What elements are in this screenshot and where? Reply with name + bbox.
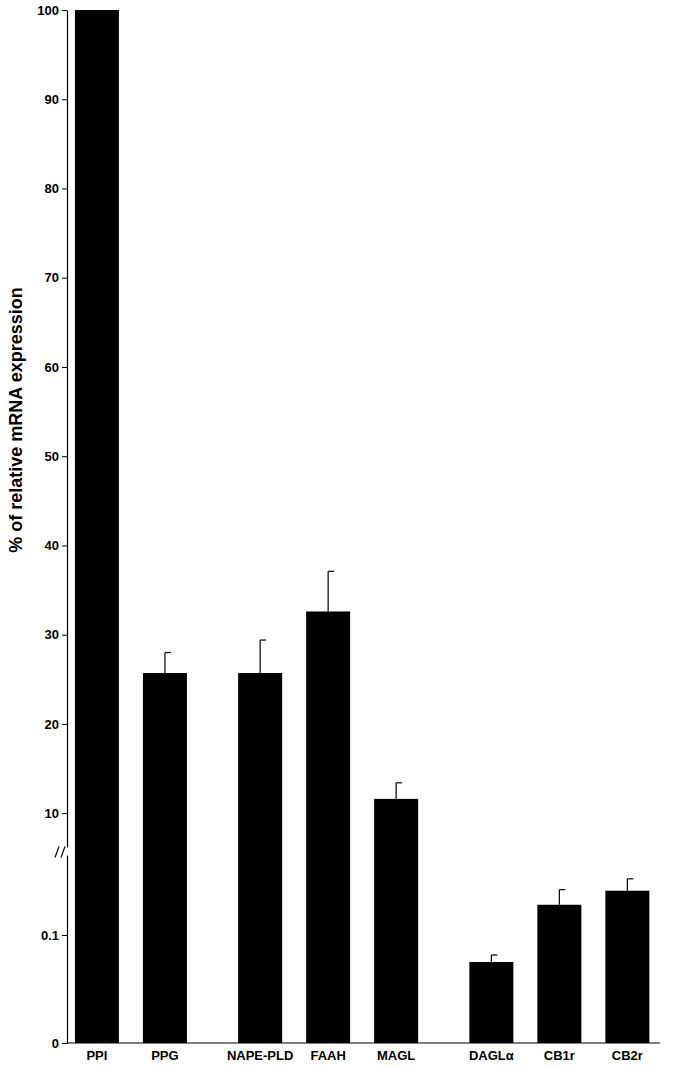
tick-mark xyxy=(62,278,67,279)
bar xyxy=(75,10,119,1043)
tick-mark xyxy=(62,935,67,936)
tick: 40 xyxy=(45,538,67,553)
tick-mark xyxy=(62,545,67,546)
tick: 0.1 xyxy=(41,928,67,943)
plot-area xyxy=(75,10,649,1043)
y-axis: 0 0.1 10 20 30 40 50 60 70 80 90 100 xyxy=(37,3,67,1051)
bar xyxy=(374,799,418,1043)
bar xyxy=(306,611,350,1043)
error-cap xyxy=(559,889,565,890)
error-cap xyxy=(491,954,497,955)
tick-label: 0 xyxy=(52,1036,59,1051)
error-bars xyxy=(97,10,633,962)
error-bar xyxy=(260,640,266,673)
tick-label: 10 xyxy=(45,806,59,821)
tick-label: 60 xyxy=(45,360,59,375)
tick: 20 xyxy=(45,717,67,732)
axis-line xyxy=(67,11,68,1044)
tick: 50 xyxy=(45,449,67,464)
tick-mark xyxy=(62,724,67,725)
tick: 100 xyxy=(37,3,67,18)
error-bar xyxy=(396,783,402,799)
error-cap xyxy=(260,639,266,640)
tick-label: 0.1 xyxy=(41,928,59,943)
tick-label: PPG xyxy=(151,1048,178,1063)
error-cap xyxy=(396,782,402,783)
error-cap xyxy=(627,878,633,879)
tick-mark xyxy=(62,367,67,368)
axis-line xyxy=(67,1042,660,1043)
tick: 80 xyxy=(45,181,67,196)
tick-label: CB2r xyxy=(612,1048,643,1063)
tick: 30 xyxy=(45,627,67,642)
tick-label: 80 xyxy=(45,181,59,196)
error-bar xyxy=(328,571,334,611)
tick-mark xyxy=(62,813,67,814)
error-bar xyxy=(491,955,497,962)
bar xyxy=(605,891,649,1043)
tick-mark xyxy=(62,10,67,11)
error-bar xyxy=(627,879,633,891)
error-stem xyxy=(164,653,165,674)
tick-label: 50 xyxy=(45,449,59,464)
y-axis-title: % of relative mRNA expression xyxy=(6,287,26,552)
error-bar xyxy=(559,890,565,905)
tick-label: CB1r xyxy=(544,1048,575,1063)
tick-label: DAGLα xyxy=(469,1048,514,1063)
tick-mark xyxy=(62,99,67,100)
tick: 10 xyxy=(45,806,67,821)
tick-label: PPI xyxy=(86,1048,107,1063)
error-stem xyxy=(396,783,397,799)
tick-label: 20 xyxy=(45,717,59,732)
tick-mark xyxy=(62,1043,67,1044)
error-bar xyxy=(165,653,171,674)
tick-label: MAGL xyxy=(377,1048,415,1063)
bar xyxy=(537,905,581,1043)
error-stem xyxy=(627,879,628,891)
tick: 90 xyxy=(45,92,67,107)
axis-break xyxy=(55,847,71,858)
bar xyxy=(238,673,282,1043)
tick-label: 30 xyxy=(45,627,59,642)
tick-label: FAAH xyxy=(310,1048,345,1063)
error-stem xyxy=(260,640,261,673)
break-slash xyxy=(55,847,59,858)
tick-label: 40 xyxy=(45,538,59,553)
tick: 70 xyxy=(45,270,67,285)
tick: 60 xyxy=(45,360,67,375)
error-stem xyxy=(328,571,329,611)
tick-label: 90 xyxy=(45,92,59,107)
error-cap xyxy=(165,652,171,653)
break-slash xyxy=(61,847,65,858)
tick-mark xyxy=(62,456,67,457)
error-stem xyxy=(559,890,560,905)
chart: 0 0.1 10 20 30 40 50 60 70 80 90 100 PPI PPG NAPE-PLD F… xyxy=(0,0,674,1067)
tick-mark xyxy=(62,635,67,636)
bar xyxy=(143,673,187,1043)
bar xyxy=(469,962,513,1043)
tick: 0 xyxy=(52,1036,67,1051)
tick-label: NAPE-PLD xyxy=(227,1048,293,1063)
tick-label: 70 xyxy=(45,270,59,285)
tick-label: 100 xyxy=(37,3,59,18)
error-stem xyxy=(491,955,492,962)
error-cap xyxy=(328,571,334,572)
x-axis: PPI PPG NAPE-PLD FAAH MAGL DAGLα CB1r CB2r xyxy=(67,1043,660,1063)
tick-mark xyxy=(62,188,67,189)
